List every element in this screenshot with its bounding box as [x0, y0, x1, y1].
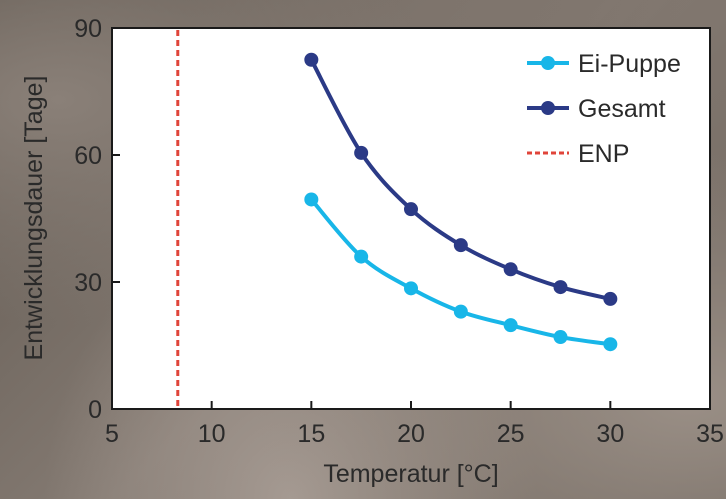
legend-marker-gesamt — [541, 101, 555, 115]
y-tick-label: 0 — [88, 396, 102, 424]
x-tick-label: 20 — [397, 420, 425, 448]
data-point-gesamt — [404, 202, 418, 217]
legend-label-enp: ENP — [578, 140, 629, 168]
data-point-gesamt — [553, 280, 568, 295]
legend-label-gesamt: Gesamt — [578, 95, 666, 123]
y-tick-label: 60 — [74, 142, 102, 170]
x-tick-label: 5 — [105, 420, 119, 448]
x-tick-label: 15 — [297, 420, 325, 448]
x-axis-label: Temperatur [°C] — [323, 460, 498, 488]
data-point-gesamt — [354, 145, 369, 160]
y-axis-label: Entwicklungsdauer [Tage] — [20, 76, 48, 361]
legend-marker-ei-puppe — [541, 56, 555, 70]
y-tick-label: 30 — [74, 269, 102, 297]
data-point-ei-puppe — [603, 337, 618, 352]
y-tick-label: 90 — [74, 15, 102, 43]
data-point-ei-puppe — [404, 281, 418, 296]
data-point-ei-puppe — [453, 304, 468, 319]
data-point-gesamt — [304, 52, 319, 67]
x-tick-label: 30 — [596, 420, 624, 448]
data-point-ei-puppe — [354, 249, 369, 264]
data-point-ei-puppe — [304, 192, 319, 207]
data-point-ei-puppe — [503, 318, 518, 333]
x-tick-label: 25 — [497, 420, 525, 448]
plot-area — [111, 27, 711, 410]
data-point-gesamt — [603, 291, 618, 306]
data-point-ei-puppe — [553, 330, 568, 345]
data-point-gesamt — [503, 262, 518, 277]
x-tick-label: 35 — [696, 420, 724, 448]
data-point-gesamt — [453, 238, 468, 253]
x-tick-label: 10 — [198, 420, 226, 448]
legend-label-ei-puppe: Ei-Puppe — [578, 50, 681, 78]
